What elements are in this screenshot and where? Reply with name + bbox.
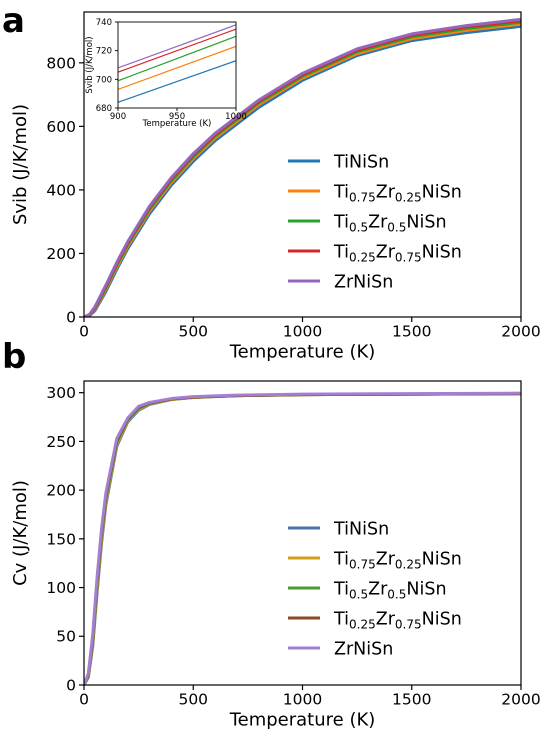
x-tick-label: 2000 xyxy=(501,691,540,709)
x-axis-label: Temperature (K) xyxy=(142,119,212,129)
y-tick-label: 800 xyxy=(46,54,76,72)
series-line-zrnisn xyxy=(84,17,521,317)
y-tick-label: 100 xyxy=(46,579,76,597)
y-tick-label: 200 xyxy=(46,482,76,500)
series-line-zrnisn xyxy=(118,24,236,69)
x-tick-label: 1000 xyxy=(283,323,322,341)
y-tick-label: 200 xyxy=(46,245,76,263)
series-lines xyxy=(118,24,236,103)
x-axis-label: Temperature (K) xyxy=(229,710,376,731)
series-line-ti0-5zr0-5nisn xyxy=(118,35,236,82)
legend-label: Ti0.25Zr0.75NiSn xyxy=(333,243,462,265)
legend-label: TiNiSn xyxy=(333,520,389,540)
legend-label: Ti0.5Zr0.5NiSn xyxy=(333,213,447,235)
legend-label: TiNiSn xyxy=(333,153,389,173)
x-tick-label: 1500 xyxy=(392,691,431,709)
inset-chart: 900 950 1000 680 700 720 740 Temperature (K) Svi… xyxy=(85,18,247,129)
panel-a-letter: a xyxy=(2,1,25,41)
inset-background xyxy=(118,22,236,108)
series-lines xyxy=(84,17,521,317)
y-tick-label: 720 xyxy=(96,47,112,57)
x-tick-label: 0 xyxy=(79,323,89,341)
panel-a-chart: 0 500 1000 1500 2000 0 200 400 600 800 Temperature… xyxy=(10,11,541,363)
legend: TiNiSn Ti0.75Zr0.25NiSn Ti0.5Zr0.5NiSn Ti0.… xyxy=(288,520,462,660)
x-tick-label: 0 xyxy=(79,691,89,709)
y-tick-label: 0 xyxy=(66,308,76,326)
y-tick-label: 600 xyxy=(46,118,76,136)
y-axis-label: Svib (J/K/mol) xyxy=(85,36,95,93)
legend-label: Ti0.75Zr0.25NiSn xyxy=(333,183,462,205)
y-tick-label: 50 xyxy=(56,628,76,646)
legend-label: ZrNiSn xyxy=(334,640,393,660)
x-tick-label: 1500 xyxy=(392,323,431,341)
series-line-ti0-25zr0-75nisn xyxy=(118,28,236,73)
y-tick-label: 680 xyxy=(96,104,112,114)
series-line-ti0-75zr0-25nisn xyxy=(118,45,236,90)
series-lines xyxy=(84,391,521,685)
x-tick-label: 500 xyxy=(178,323,208,341)
x-tick-label: 1000 xyxy=(225,112,247,122)
legend-label: Ti0.75Zr0.25NiSn xyxy=(333,550,462,572)
y-axis-label: Cv (J/K/mol) xyxy=(10,480,31,586)
series-line-zrnisn xyxy=(84,391,521,685)
legend-label: Ti0.5Zr0.5NiSn xyxy=(333,580,447,602)
x-tick-label: 900 xyxy=(110,112,126,122)
y-tick-label: 700 xyxy=(96,75,112,85)
legend: TiNiSn Ti0.75Zr0.25NiSn Ti0.5Zr0.5NiSn Ti0.… xyxy=(288,153,462,293)
x-axis-label: Temperature (K) xyxy=(229,342,376,363)
y-tick-label: 0 xyxy=(66,676,76,694)
legend-label: Ti0.25Zr0.75NiSn xyxy=(333,610,462,632)
y-tick-label: 400 xyxy=(46,181,76,199)
panel-b-letter: b xyxy=(2,337,26,377)
y-tick-label: 740 xyxy=(96,18,112,28)
y-tick-label: 300 xyxy=(46,384,76,402)
x-tick-label: 2000 xyxy=(501,323,540,341)
y-axis-label: Svib (J/K/mol) xyxy=(10,104,31,225)
series-line-tinisn xyxy=(118,60,236,103)
x-tick-label: 500 xyxy=(178,691,208,709)
x-tick-label: 1000 xyxy=(283,691,322,709)
y-tick-label: 250 xyxy=(46,433,76,451)
legend-label: ZrNiSn xyxy=(334,273,393,293)
panel-b-chart: 0 500 1000 1500 2000 0 50 100 150 200 250 300 Temper… xyxy=(10,380,541,731)
x-tick-label: 950 xyxy=(169,112,185,122)
y-tick-label: 150 xyxy=(46,530,76,548)
